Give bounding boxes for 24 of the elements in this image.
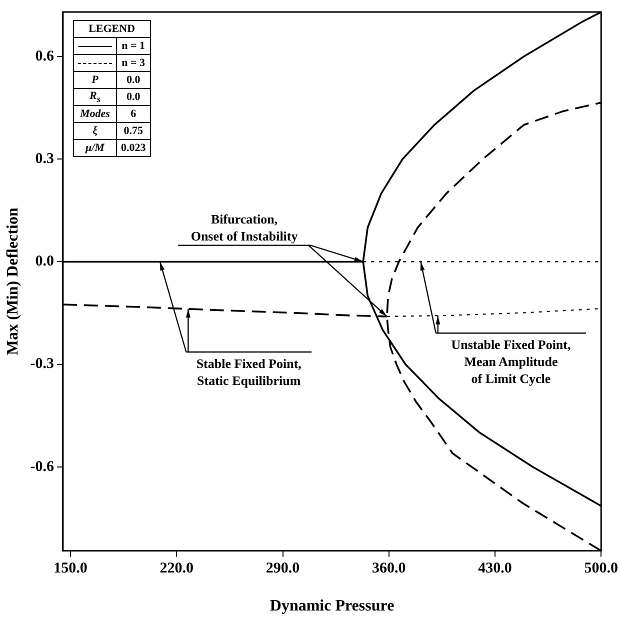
text: R$_{s}$ 0.0 bbox=[89, 90, 140, 104]
x-tick-label: 290.0 bbox=[266, 560, 300, 577]
annotation: Stable Fixed Point, Static Equilibrium bbox=[196, 356, 302, 388]
text: Modes 6 bbox=[80, 108, 136, 120]
text: μ/M 0.023 bbox=[85, 142, 146, 154]
x-tick-label: 150.0 bbox=[54, 560, 88, 577]
x-tick-label: 500.0 bbox=[584, 560, 618, 577]
y-axis-title: Max (Min) Deflection bbox=[4, 208, 22, 356]
y-tick-label: 0.6 bbox=[35, 48, 54, 64]
text: P 0.0 bbox=[92, 74, 140, 86]
annotation: Bifurcation, Onset of Instability bbox=[190, 211, 298, 244]
text: ξ 0.75 bbox=[92, 125, 143, 138]
y-tick-label: -0.3 bbox=[30, 356, 54, 372]
legend-label: n = 1 bbox=[116, 38, 150, 54]
legend-label: n = 3 bbox=[116, 54, 150, 72]
legend-title: LEGEND bbox=[73, 20, 150, 38]
y-tick-label: -0.6 bbox=[30, 458, 54, 475]
x-axis-title: Dynamic Pressure bbox=[270, 598, 394, 615]
y-tick-label: 0.0 bbox=[35, 254, 54, 270]
y-tick-label: 0.3 bbox=[35, 150, 54, 167]
annotation: Unstable Fixed Point, Mean Amplitude of Limit Cycle bbox=[451, 337, 571, 386]
x-tick-label: 360.0 bbox=[372, 560, 406, 577]
x-tick-label: 220.0 bbox=[160, 560, 194, 577]
x-tick-label: 430.0 bbox=[478, 560, 512, 577]
